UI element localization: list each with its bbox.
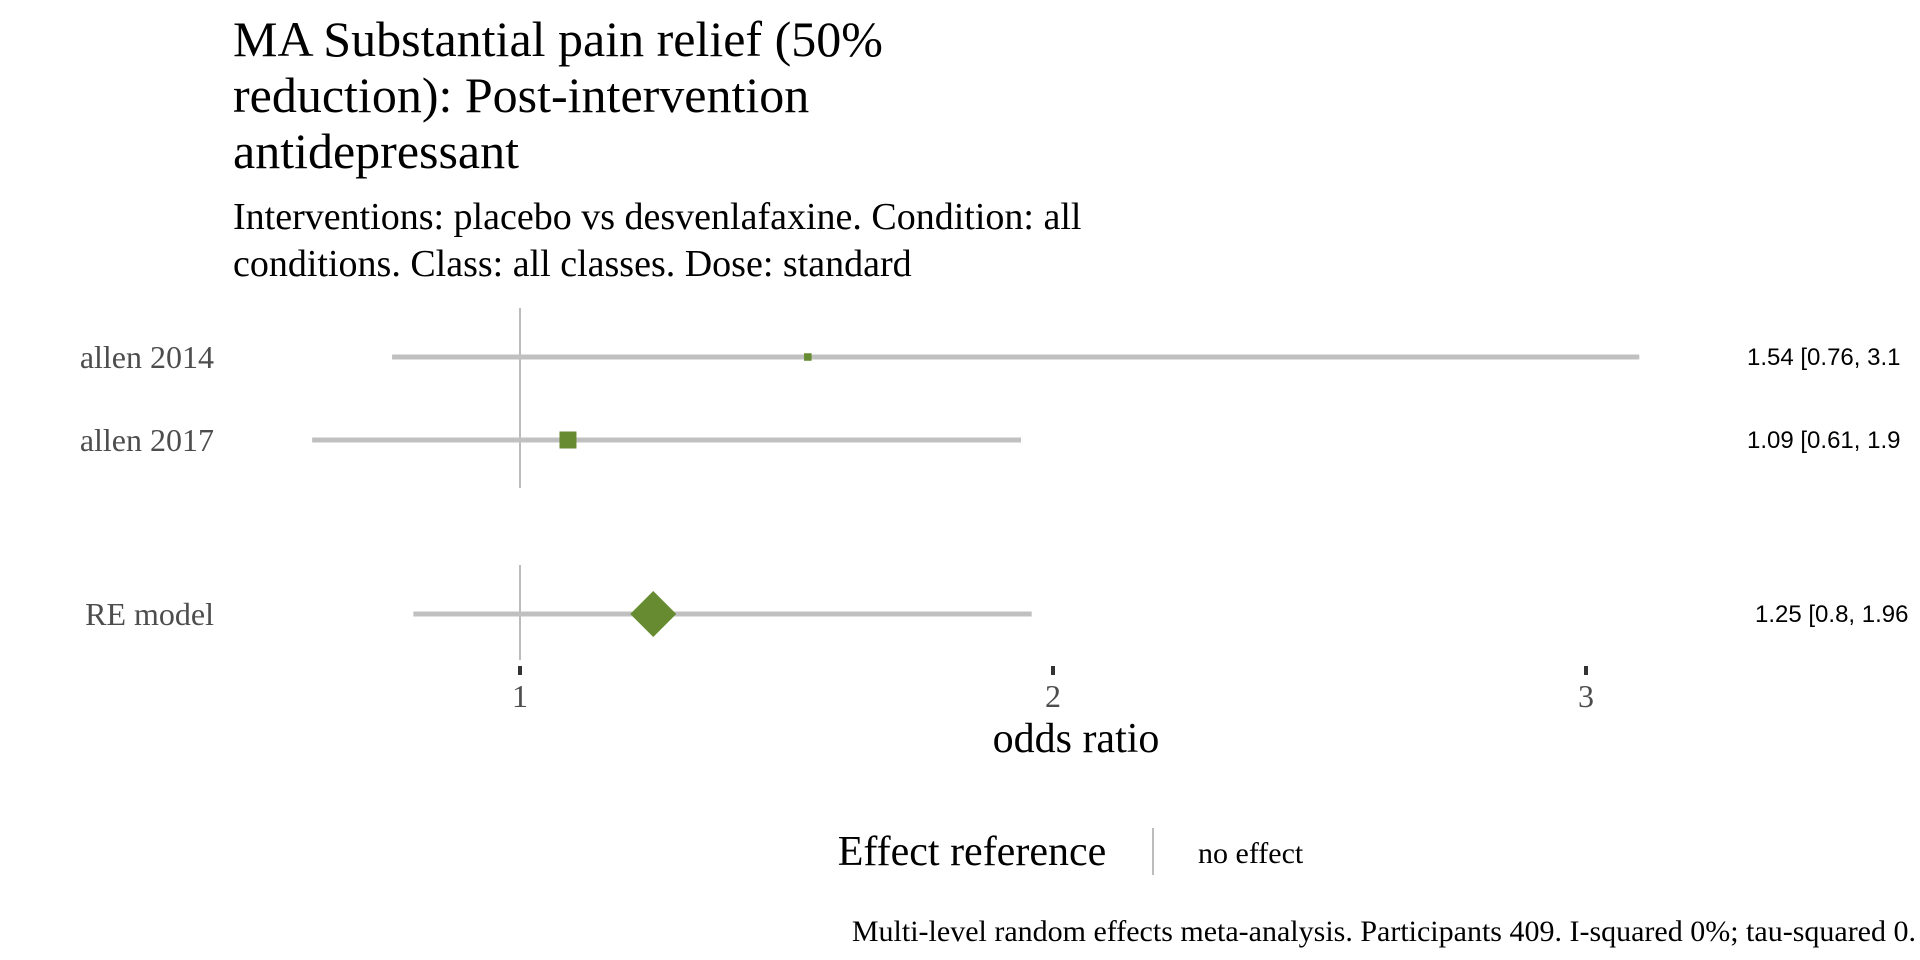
plot-area: allen 2014 1.54 [0.76, 3.1 allen 2017 1.09 …: [80, 308, 1908, 660]
chart-title-line: reduction): Post-intervention: [233, 67, 809, 123]
chart-caption: Multi-level random effects meta-analysis…: [852, 915, 1916, 948]
legend-label: no effect: [1198, 837, 1304, 870]
estimate-label: 1.09 [0.61, 1.9: [1747, 427, 1900, 454]
legend-title: Effect reference: [838, 829, 1107, 875]
pooled-estimate-label: 1.25 [0.8, 1.96: [1755, 601, 1908, 628]
pooled-estimate-diamond: [630, 591, 677, 637]
x-tick-label: 3: [1578, 678, 1594, 714]
pooled-label: RE model: [85, 596, 214, 632]
x-tick-label: 2: [1045, 678, 1061, 714]
study-estimate-point: [804, 353, 812, 361]
x-axis-title: odds ratio: [993, 716, 1160, 762]
chart-subtitle-line: conditions. Class: all classes. Dose: st…: [233, 243, 912, 285]
study-label: allen 2014: [80, 339, 214, 375]
chart-title-line: MA Substantial pain relief (50%: [233, 11, 883, 67]
x-tick-label: 1: [512, 678, 528, 714]
estimate-label: 1.54 [0.76, 3.1: [1747, 344, 1900, 371]
chart-subtitle-line: Interventions: placebo vs desvenlafaxine…: [233, 196, 1081, 238]
chart-title-line: antidepressant: [233, 123, 519, 179]
chart-title: MA Substantial pain relief (50%reduction…: [233, 11, 883, 179]
study-estimate-point: [559, 431, 577, 449]
legend: Effect reference no effect: [838, 828, 1304, 875]
x-axis: 1 2 3: [512, 666, 1594, 714]
study-label: allen 2017: [80, 422, 214, 458]
chart-subtitle: Interventions: placebo vs desvenlafaxine…: [233, 196, 1081, 285]
